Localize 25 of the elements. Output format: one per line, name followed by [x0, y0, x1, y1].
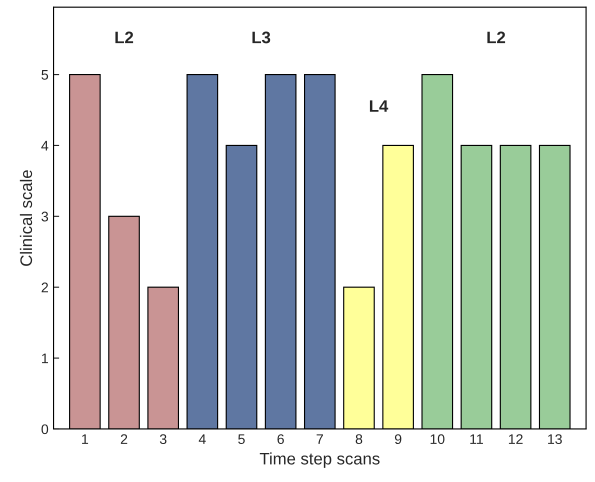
- y-tick-label: 3: [41, 212, 48, 222]
- x-tick-label: 8: [356, 434, 362, 444]
- x-tick-label: 5: [238, 434, 245, 444]
- y-tick-label: 5: [42, 70, 48, 80]
- x-tick-label: 12: [508, 434, 523, 444]
- y-tick-label: 0: [42, 424, 48, 434]
- y-tick-label: 2: [42, 282, 48, 292]
- x-tick-label: 13: [548, 434, 562, 444]
- x-tick-label: 9: [394, 434, 402, 444]
- y-tick-label: 4: [41, 140, 48, 150]
- x-tick-label: 4: [198, 434, 206, 444]
- y-axis-title: Clinical scale: [20, 170, 32, 266]
- text: L2: [115, 32, 134, 44]
- x-tick-label: 11: [470, 434, 483, 444]
- x-tick-label: 2: [120, 434, 128, 444]
- x-tick-label: 7: [316, 434, 323, 444]
- series-label: L3: [252, 32, 270, 44]
- x-tick-label: 3: [160, 434, 166, 444]
- x-tick-label: 1: [82, 434, 88, 444]
- x-tick-label: 6: [278, 434, 284, 444]
- y-tick-label: 1: [42, 354, 48, 364]
- x-tick-label: 10: [430, 434, 444, 444]
- text: L2: [487, 32, 506, 44]
- x-axis-title: Time step scans: [260, 452, 380, 468]
- text: L4: [370, 100, 388, 112]
